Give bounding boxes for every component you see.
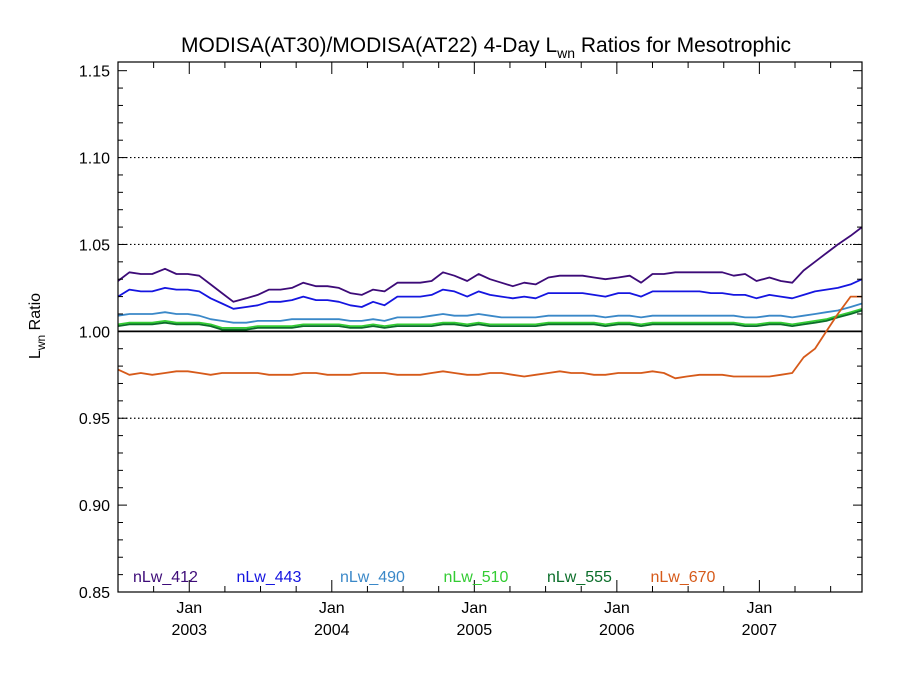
- y-tick-label: 0.85: [79, 585, 110, 602]
- y-tick-label: 1.05: [79, 237, 110, 254]
- legend-entry-nLw_510: nLw_510: [444, 569, 509, 586]
- x-tick-label-year: 2007: [742, 622, 778, 639]
- series-layer: [117, 226, 863, 380]
- series-line-nLw_510: [117, 307, 863, 329]
- legend-entry-nLw_555: nLw_555: [547, 569, 612, 586]
- x-tick-label-month: Jan: [746, 600, 772, 617]
- x-tick-label-year: 2006: [599, 622, 635, 639]
- x-tick-label-year: 2004: [314, 622, 350, 639]
- series-line-nLw_490: [117, 302, 863, 324]
- chart-title: MODISA(AT30)/MODISA(AT22) 4-Day Lwn Rati…: [181, 34, 791, 61]
- y-tick-label: 1.00: [79, 324, 110, 341]
- y-axis-label: Lwn Ratio: [27, 293, 48, 359]
- y-axis-ticks: 0.85 0.90 0.95 1.00 1.05 1.10 1.15: [79, 64, 862, 602]
- chart-title-suffix: Ratios for Mesotrophic: [575, 34, 791, 57]
- series-line-nLw_670: [117, 295, 862, 380]
- series-line-nLw_555: [117, 309, 863, 331]
- y-axis-label-main: L: [27, 350, 44, 359]
- legend-entry-nLw_412: nLw_412: [133, 569, 198, 586]
- legend-entry-nLw_490: nLw_490: [340, 569, 405, 586]
- legend-entry-nLw_670: nLw_670: [651, 569, 716, 586]
- series-line-nLw_443: [117, 278, 863, 310]
- y-gridlines: [118, 156, 862, 419]
- x-tick-label-month: Jan: [461, 600, 487, 617]
- x-tick-label-month: Jan: [604, 600, 630, 617]
- y-axis-label-suffix: Ratio: [27, 293, 44, 335]
- y-tick-label: 0.90: [79, 498, 110, 515]
- legend: nLw_412 nLw_443 nLw_490 nLw_510 nLw_555 nLw_6…: [133, 569, 716, 586]
- y-tick-label: 1.10: [79, 151, 110, 168]
- plot-frame: [117, 61, 863, 593]
- legend-entry-nLw_443: nLw_443: [237, 569, 302, 586]
- x-tick-label-month: Jan: [176, 600, 202, 617]
- x-tick-label-year: 2005: [457, 622, 493, 639]
- x-axis-ticks: Jan 2003 Jan 2004 Jan 2005 Jan 2006 Jan 2007: [117, 62, 832, 639]
- x-tick-label-year: 2003: [171, 622, 207, 639]
- chart-title-prefix: MODISA(AT30)/MODISA(AT22) 4-Day L: [181, 34, 557, 57]
- x-tick-label-month: Jan: [319, 600, 345, 617]
- y-tick-label: 1.15: [79, 64, 110, 81]
- chart-title-subscript: wn: [556, 45, 575, 61]
- y-axis-label-subscript: wn: [34, 335, 48, 351]
- y-tick-label: 0.95: [79, 411, 110, 428]
- series-line-nLw_412: [117, 226, 863, 303]
